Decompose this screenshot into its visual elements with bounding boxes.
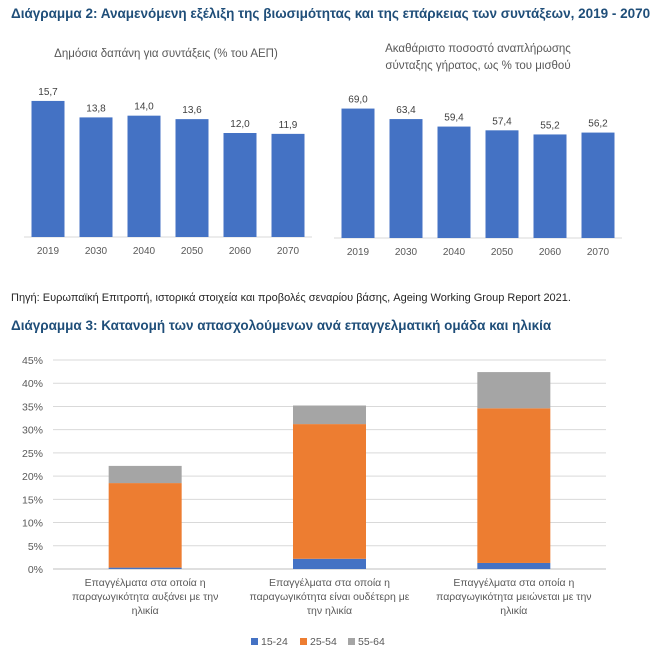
spending-bar	[79, 117, 113, 237]
chart2-title: Διάγραμμα 2: Αναμενόμενη εξέλιξη της βιω…	[11, 6, 651, 21]
employment-category-label: ηλικία	[500, 605, 527, 617]
replacement-title-line: Ακαθάριστο ποσοστό αναπλήρωσης	[385, 43, 571, 55]
employment-y-tick: 5%	[28, 541, 43, 553]
employment-category-label: Επαγγέλματα στα οποία η	[453, 577, 574, 589]
legend-label-15-24: 15-24	[261, 636, 288, 648]
replacement-bar	[341, 108, 375, 238]
employment-bar-25-54	[108, 483, 182, 568]
employment-bar-25-54	[293, 424, 366, 559]
employment-y-tick: 40%	[22, 378, 43, 390]
spending-bar	[127, 115, 161, 237]
spending-tick-label: 2050	[181, 246, 204, 257]
employment-y-tick: 0%	[28, 564, 43, 576]
employment-y-tick: 20%	[22, 471, 43, 483]
replacement-bar	[437, 126, 471, 238]
replacement-tick-label: 2050	[491, 247, 514, 258]
spending-tick-label: 2070	[277, 246, 300, 257]
replacement-data-label: 59,4	[444, 113, 464, 124]
employment-bar-55-64	[108, 465, 182, 484]
spending-bar	[31, 100, 65, 237]
employment-y-tick: 15%	[22, 494, 43, 506]
source-note: Πηγή: Ευρωπαϊκή Επιτροπή, ιστορικά στοιχ…	[11, 292, 571, 304]
employment-bar-15-24	[477, 562, 551, 569]
spending-data-label: 13,8	[86, 103, 106, 114]
employment-category-label: παραγωγικότητα είναι ουδέτερη με	[249, 591, 409, 603]
replacement-data-label: 69,0	[348, 95, 368, 106]
replacement-bar	[389, 119, 423, 238]
replacement-data-label: 57,4	[492, 116, 512, 127]
employment-bar-55-64	[477, 372, 551, 409]
employment-bar-15-24	[293, 558, 366, 569]
spending-data-label: 14,0	[134, 102, 154, 113]
replacement-tick-label: 2040	[443, 247, 466, 258]
spending-title: Δημόσια δαπάνη για συντάξεις (% του ΑΕΠ)	[54, 48, 278, 60]
replacement-data-label: 63,4	[396, 105, 416, 116]
spending-data-label: 11,9	[279, 120, 298, 131]
employment-category-label: Επαγγέλματα στα οποία η	[269, 577, 390, 589]
spending-data-label: 13,6	[182, 105, 202, 116]
replacement-tick-label: 2030	[395, 247, 418, 258]
replacement-tick-label: 2060	[539, 247, 562, 258]
spending-bar	[175, 119, 209, 237]
employment-category-label: παραγωγικότητα μειώνεται με την	[436, 591, 591, 603]
legend-swatch-25-54	[300, 638, 307, 645]
replacement-bar	[581, 132, 615, 238]
legend-label-55-64: 55-64	[358, 636, 385, 648]
employment-y-tick: 10%	[22, 518, 43, 530]
spending-tick-label: 2060	[229, 246, 252, 257]
chart3-title: Διάγραμμα 3: Κατανομή των απασχολούμενων…	[11, 318, 552, 333]
replacement-title-line: σύνταξης γήρατος, ως % του μισθού	[385, 60, 570, 72]
employment-bar-25-54	[477, 408, 551, 563]
replacement-data-label: 55,2	[540, 120, 560, 131]
spending-tick-label: 2019	[37, 246, 60, 257]
replacement-bar	[485, 130, 519, 238]
employment-y-tick: 25%	[22, 448, 43, 460]
spending-bar	[271, 133, 305, 237]
employment-category-label: την ηλικία	[307, 605, 352, 617]
employment-bar-55-64	[293, 405, 366, 425]
employment-y-tick: 35%	[22, 401, 43, 413]
legend-swatch-15-24	[251, 638, 258, 645]
spending-data-label: 12,0	[230, 119, 250, 130]
legend-swatch-55-64	[348, 638, 355, 645]
spending-bar	[223, 133, 257, 237]
replacement-bar	[533, 134, 567, 238]
replacement-data-label: 56,2	[588, 119, 608, 130]
spending-tick-label: 2040	[133, 246, 156, 257]
employment-bar-15-24	[108, 567, 182, 569]
legend-label-25-54: 25-54	[310, 636, 337, 648]
replacement-tick-label: 2070	[587, 247, 610, 258]
employment-y-tick: 45%	[22, 355, 43, 367]
employment-category-label: Επαγγέλματα στα οποία η	[85, 577, 206, 589]
replacement-tick-label: 2019	[347, 247, 370, 258]
spending-tick-label: 2030	[85, 246, 108, 257]
employment-category-label: ηλικία	[132, 605, 159, 617]
employment-y-tick: 30%	[22, 425, 43, 437]
employment-category-label: παραγωγικότητα αυξάνει με την	[72, 591, 218, 603]
spending-data-label: 15,7	[38, 87, 58, 98]
